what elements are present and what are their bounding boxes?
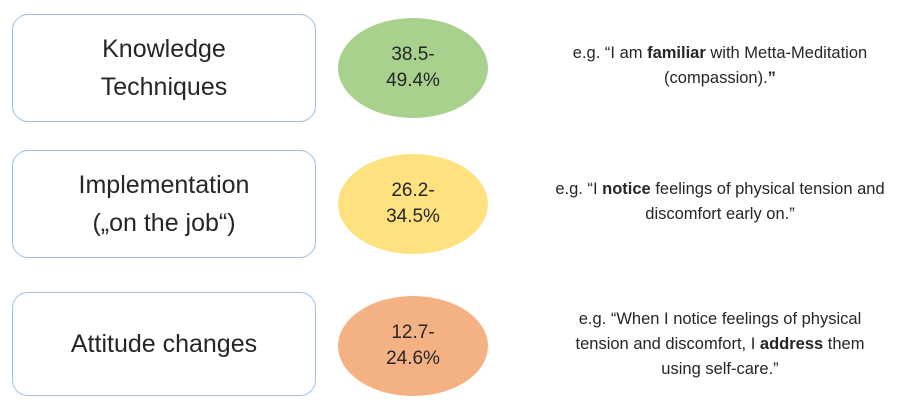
quote-suffix: them — [823, 334, 865, 353]
category-label-line: Knowledge — [102, 35, 226, 63]
category-box-knowledge: Knowledge Techniques — [12, 14, 316, 122]
percent-range-low: 38.5- — [391, 44, 435, 65]
example-quote: e.g. “I notice feelings of physical tens… — [528, 150, 912, 254]
category-box-attitude: Attitude changes — [12, 292, 316, 396]
category-box-implementation: Implementation („on the job“) — [12, 150, 316, 258]
percent-range-low: 26.2- — [391, 180, 435, 201]
percent-range-low: 12.7- — [391, 322, 435, 343]
percent-range-high: 34.5% — [386, 206, 440, 227]
quote-suffix: with Metta-Meditation — [705, 44, 868, 62]
quote-emphasis: notice — [602, 180, 651, 198]
quote-line: using self-care.” — [661, 359, 779, 378]
example-quote: e.g. “I am familiar with Metta-Meditatio… — [528, 14, 912, 118]
quote-prefix: e.g. “I am — [572, 44, 648, 62]
quote-line: discomfort early on.” — [645, 205, 795, 223]
row-implementation: Implementation („on the job“) 26.2- 34.5… — [0, 150, 916, 264]
percent-range-ellipse: 12.7- 24.6% — [338, 296, 488, 396]
row-knowledge: Knowledge Techniques 38.5- 49.4% e.g. “I… — [0, 14, 916, 128]
quote-prefix: e.g. “I — [555, 180, 603, 198]
percent-range-ellipse: 38.5- 49.4% — [338, 18, 488, 118]
category-label-line: Implementation — [78, 171, 250, 199]
quote-prefix: tension and discomfort, I — [575, 334, 760, 353]
category-label-line: („on the job“) — [92, 209, 236, 237]
quote-line: e.g. “When I notice feelings of physical — [578, 309, 862, 328]
percent-range-high: 49.4% — [386, 70, 440, 91]
quote-emphasis: address — [759, 334, 824, 353]
row-attitude: Attitude changes 12.7- 24.6% e.g. “When … — [0, 292, 916, 402]
example-quote: e.g. “When I notice feelings of physical… — [528, 292, 912, 396]
category-label-line: Attitude changes — [70, 330, 258, 358]
quote-suffix: feelings of physical tension and — [650, 180, 885, 198]
category-label-line: Techniques — [100, 73, 228, 101]
quote-closing-mark: ” — [767, 69, 776, 87]
quote-emphasis: familiar — [647, 44, 706, 62]
percent-range-ellipse: 26.2- 34.5% — [338, 154, 488, 254]
percent-range-high: 24.6% — [386, 348, 440, 369]
quote-line: (compassion). — [664, 69, 768, 87]
